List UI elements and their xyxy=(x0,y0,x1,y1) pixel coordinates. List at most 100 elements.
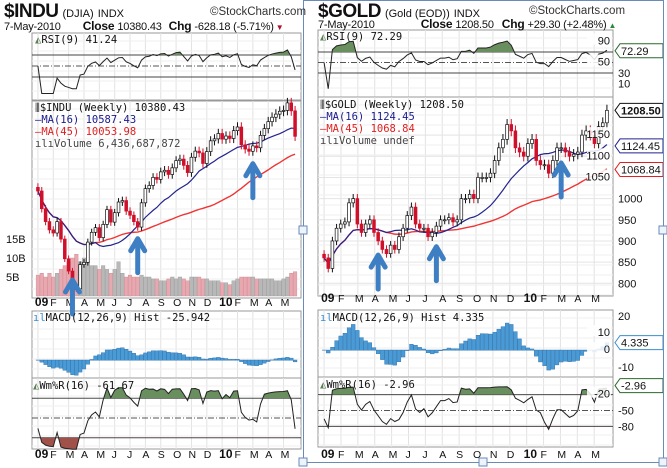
c1-candle-body xyxy=(492,160,497,174)
c0-macd-hist-bar xyxy=(258,359,263,365)
c1-candle-body xyxy=(521,151,526,157)
c0-macd-hist-bar xyxy=(43,359,48,365)
c0-macd-hist-bar xyxy=(55,359,60,368)
c1-rsi-panel xyxy=(317,29,614,98)
c0-volume-bar xyxy=(166,278,171,297)
c0-candle-body xyxy=(208,140,213,152)
c1-rsi-tag: 72.29 xyxy=(621,46,649,58)
c0-macd-hist-bar xyxy=(254,359,259,367)
c0-volume-bar xyxy=(273,280,278,297)
c0-volume-bar xyxy=(74,253,79,297)
c1-macd-hist-bar xyxy=(529,348,535,351)
c0-candle-body xyxy=(51,229,56,234)
c1-candle-body xyxy=(505,124,509,140)
c0-volume-bar xyxy=(277,280,282,297)
c0-candle-body xyxy=(281,110,286,112)
c0-macd-hist-bar xyxy=(246,359,252,366)
c1-macd-hist-bar xyxy=(380,349,385,360)
c0-macd-hist-bar xyxy=(127,350,133,361)
c0-volume-bar xyxy=(93,265,98,297)
c1-candle-body xyxy=(576,151,580,155)
right-name: (Gold (EOD)) xyxy=(384,8,450,20)
c1-month-label: A xyxy=(372,449,379,461)
c1-price-tick: 1050 xyxy=(586,171,610,183)
c0-month-label: M xyxy=(66,449,75,461)
c0-month-label: J xyxy=(112,449,117,461)
c1-macd-hist-bar xyxy=(442,348,447,351)
c0-volume-bar xyxy=(216,280,221,297)
c1-rsi-overbought-fill xyxy=(324,41,607,52)
c1-wr-tick-bg xyxy=(587,386,611,398)
c0-volume-bar xyxy=(212,280,217,297)
c0-annotation-up-arrow xyxy=(243,161,263,201)
c1-month-label: M xyxy=(557,449,566,461)
c0-volume-bar xyxy=(250,276,255,297)
c0-macd-hist-bar xyxy=(281,357,286,361)
selection-handle xyxy=(478,457,488,467)
c1-month-label: O xyxy=(473,449,481,461)
c1-price-tick: 800 xyxy=(618,278,636,290)
c0-volume-bar xyxy=(128,274,133,297)
c0-macd-hist-bar xyxy=(51,359,56,369)
c1-month-label: J xyxy=(405,449,410,461)
c0-volume-bar xyxy=(158,280,163,297)
c0-candle-body xyxy=(251,145,255,152)
c0-macd-hist-bar xyxy=(158,350,163,361)
c1-macd-hist-bar xyxy=(413,345,418,351)
c0-macd-hist-bar xyxy=(262,359,267,364)
c0-candle-body xyxy=(254,145,259,149)
c1-macd-hist-bar xyxy=(346,327,352,351)
left-wr-label: ◭Wm%R(16) -61.67 xyxy=(33,380,135,392)
right-symbol: $GOLD xyxy=(318,1,381,22)
selection-handle xyxy=(298,225,308,235)
c0-macd-hist-bar xyxy=(97,354,102,361)
c0-annotation-up-arrow xyxy=(62,277,82,317)
c1-candle-body xyxy=(542,164,547,167)
c0-candle-body xyxy=(47,221,52,231)
c1-macd-hist-bar xyxy=(496,328,501,351)
c0-volume-bar xyxy=(293,271,298,297)
c0-month-label: O xyxy=(173,297,181,309)
c0-volume-bar xyxy=(208,280,213,297)
c1-wr-line xyxy=(323,386,608,431)
c1-macd-hist-bar xyxy=(459,343,464,351)
c1-month-label: J xyxy=(405,293,410,305)
c0-candle-body xyxy=(201,152,205,164)
c0-month-label: A xyxy=(142,297,149,309)
c1-wr-tick: -50 xyxy=(618,406,634,418)
c1-price-tick-bg xyxy=(587,169,611,181)
rsi-icon: ◭ xyxy=(35,34,42,46)
c1-candle-body xyxy=(351,198,355,204)
c0-macd-hist-bar xyxy=(185,356,190,361)
c0-macd-hist-bar xyxy=(250,359,255,366)
c1-candle-body xyxy=(372,219,376,233)
c0-volume-bar xyxy=(254,278,259,297)
c0-month-label: S xyxy=(158,297,165,309)
c0-volume-tick: 10B xyxy=(6,253,26,265)
right-rsi-label: ◭RSI(9) 72.29 xyxy=(320,31,403,43)
c0-month-label: A xyxy=(81,449,88,461)
wr-icon: ◭ xyxy=(33,380,40,392)
c0-candle-body xyxy=(89,231,94,243)
c0-month-label: A xyxy=(265,449,272,461)
c0-candle-body xyxy=(266,121,270,129)
c1-annotation-up-arrow xyxy=(368,252,388,292)
c0-candle-body xyxy=(135,221,140,228)
c0-candle-body xyxy=(216,133,221,140)
c0-macd-hist-bar xyxy=(150,350,156,361)
c1-rsi-tick-bg xyxy=(587,33,611,45)
c1-macd-hist-bar xyxy=(401,349,406,358)
right-brand: ©StockCharts.com xyxy=(529,5,626,17)
c0-macd-hist-bar xyxy=(85,359,90,365)
c1-macd-hist-bar xyxy=(504,322,510,351)
c1-macd-hist-bar xyxy=(425,349,431,353)
c0-candle-body xyxy=(78,264,82,290)
c1-candle-body xyxy=(368,219,372,225)
c1-candle-body xyxy=(388,244,393,255)
c1-price-tick: 1100 xyxy=(586,150,610,162)
down-triangle-icon: ▼ xyxy=(275,23,284,32)
c0-volume-bar xyxy=(189,276,194,297)
c1-month-label: M xyxy=(389,449,398,461)
c0-month-label: F xyxy=(50,449,56,461)
c0-candle-body xyxy=(162,169,167,173)
